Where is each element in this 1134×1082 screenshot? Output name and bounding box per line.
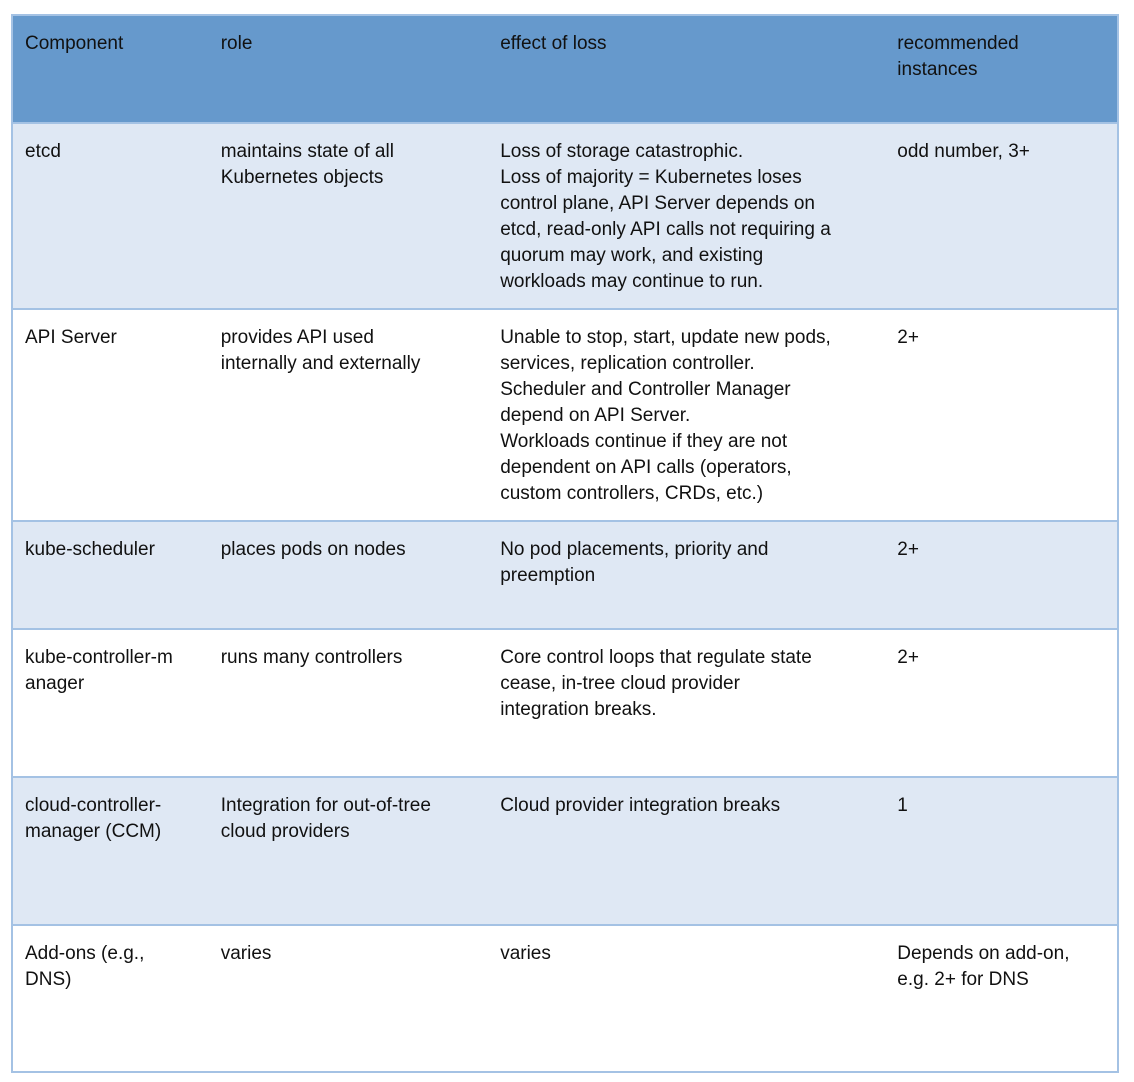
cell-role: provides API used internally and externa… bbox=[220, 327, 421, 374]
cell-instances: Depends on add-on, e.g. 2+ for DNS bbox=[897, 943, 1070, 990]
cell-instances: 2+ bbox=[897, 539, 919, 560]
header-role: role bbox=[220, 33, 253, 54]
header-component: Component bbox=[25, 33, 124, 54]
cell-effect: varies bbox=[500, 943, 551, 964]
table-row: etcd maintains state of all Kubernetes o… bbox=[12, 123, 1118, 309]
cell-component: cloud-controller- manager (CCM) bbox=[25, 795, 162, 842]
cell-role: runs many controllers bbox=[220, 647, 403, 668]
cell-component: etcd bbox=[25, 141, 61, 162]
cell-component: kube-scheduler bbox=[25, 539, 155, 560]
cell-component: kube-controller-m anager bbox=[25, 647, 173, 694]
cell-role: varies bbox=[220, 943, 272, 964]
table-row: kube-controller-m anager runs many contr… bbox=[12, 629, 1118, 777]
cell-role: places pods on nodes bbox=[220, 539, 406, 560]
cell-instances: 2+ bbox=[897, 647, 919, 668]
cell-instances: 1 bbox=[897, 795, 908, 816]
header-row: Component role effect of loss recommende… bbox=[12, 15, 1118, 123]
table-row: API Server provides API used internally … bbox=[12, 309, 1118, 521]
table-row: kube-scheduler places pods on nodes No p… bbox=[12, 521, 1118, 629]
cell-component: API Server bbox=[25, 327, 117, 348]
components-table: Component role effect of loss recommende… bbox=[11, 14, 1119, 1073]
cell-effect: No pod placements, priority and preempti… bbox=[500, 539, 769, 586]
header-effect: effect of loss bbox=[500, 33, 607, 54]
cell-effect: Core control loops that regulate state c… bbox=[500, 647, 812, 720]
cell-instances: odd number, 3+ bbox=[897, 141, 1030, 162]
cell-role: maintains state of all Kubernetes object… bbox=[220, 141, 394, 188]
table-row: Add-ons (e.g., DNS) varies varies Depend… bbox=[12, 925, 1118, 1072]
cell-role: Integration for out-of-tree cloud provid… bbox=[220, 795, 431, 842]
cell-effect: Loss of storage catastrophic. Loss of ma… bbox=[500, 141, 831, 292]
cell-component: Add-ons (e.g., DNS) bbox=[25, 943, 145, 990]
table-row: cloud-controller- manager (CCM) Integrat… bbox=[12, 777, 1118, 925]
cell-effect: Unable to stop, start, update new pods, … bbox=[500, 327, 831, 504]
header-instances: recommended instances bbox=[897, 33, 1019, 80]
cell-instances: 2+ bbox=[897, 327, 919, 348]
cell-effect: Cloud provider integration breaks bbox=[500, 795, 781, 816]
